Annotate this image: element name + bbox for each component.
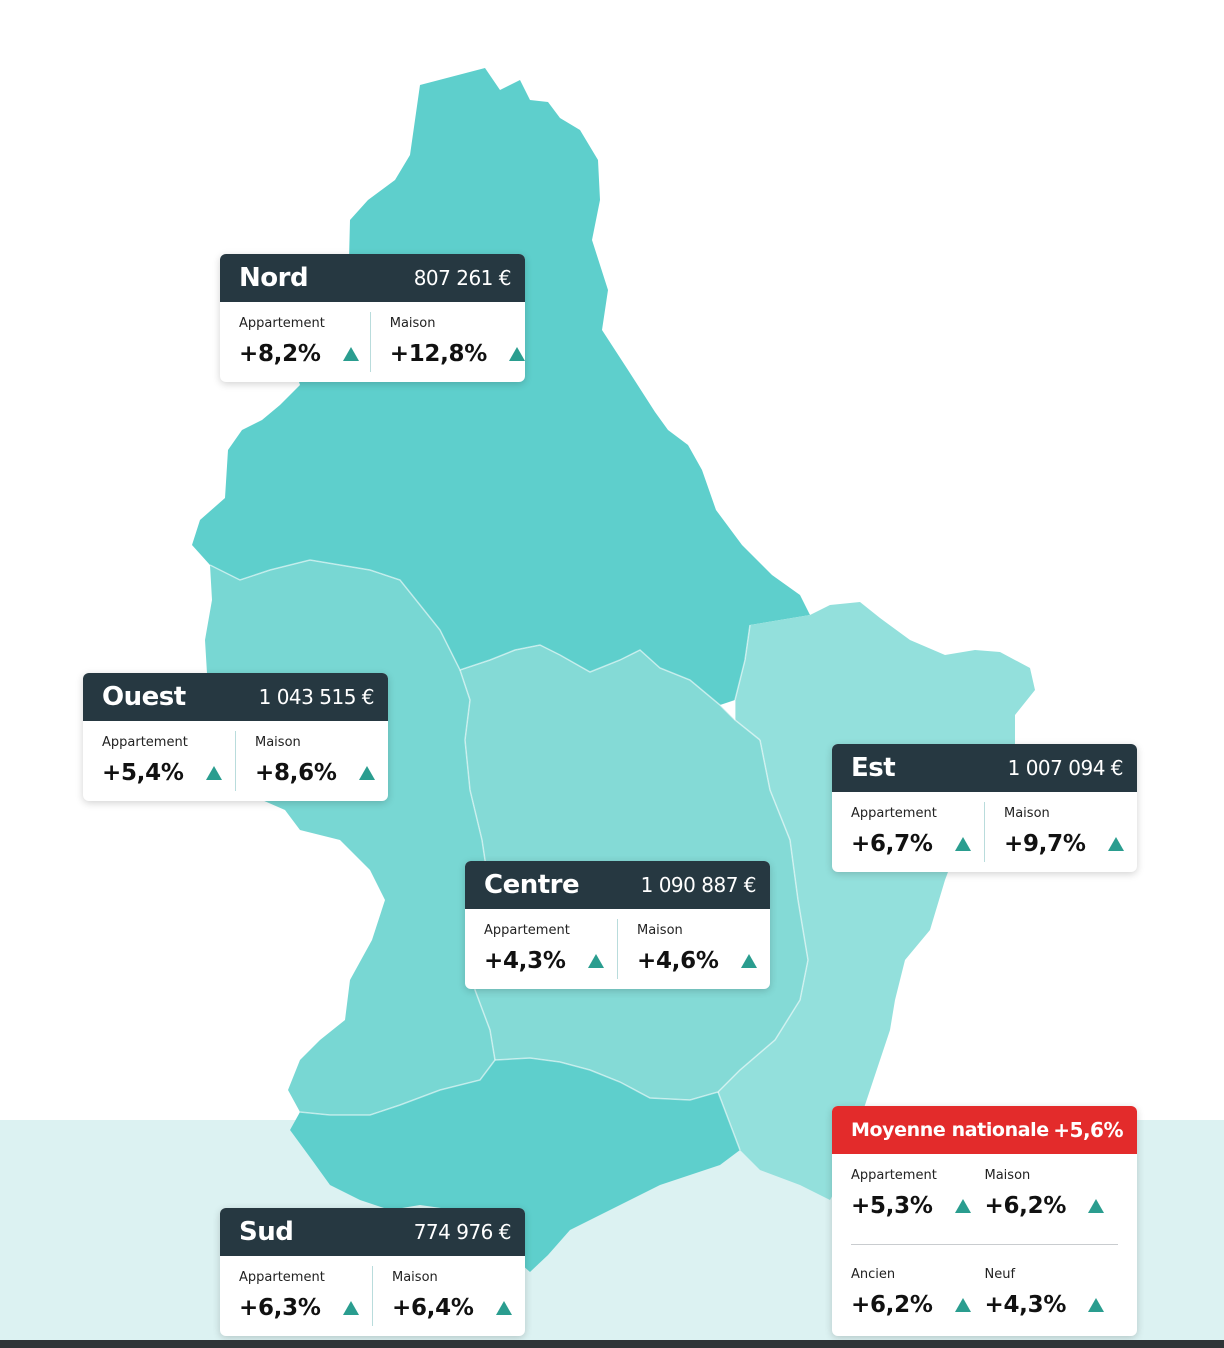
up-triangle-icon (587, 954, 604, 968)
maison-change: +8,6% (255, 760, 337, 786)
region-price: 1 007 094 € (1007, 756, 1124, 780)
maison-change: +12,8% (389, 341, 488, 367)
appartement-label: Appartement (239, 1270, 325, 1285)
up-triangle-icon (740, 954, 757, 968)
region-card-nord[interactable]: Nord 807 261 € Appartement +8,2% Maison … (220, 254, 525, 382)
maison-change: +6,4% (392, 1295, 474, 1321)
appartement-change: +5,4% (102, 760, 184, 786)
appartement-label: Appartement (851, 1168, 937, 1183)
up-triangle-icon (342, 347, 359, 361)
neuf-label: Neuf (984, 1267, 1016, 1282)
maison-label: Maison (389, 316, 436, 331)
maison-label: Maison (255, 735, 301, 750)
region-card-est[interactable]: Est 1 007 094 € Appartement +6,7% Maison… (832, 744, 1137, 872)
up-triangle-icon (1088, 1298, 1105, 1312)
appartement-change: +8,2% (239, 341, 321, 367)
region-name: Ouest (102, 682, 186, 712)
national-title: Moyenne nationale (851, 1119, 1049, 1141)
region-card-centre[interactable]: Centre 1 090 887 € Appartement +4,3% Mai… (465, 861, 770, 989)
appartement-change: +6,3% (239, 1295, 321, 1321)
up-triangle-icon (342, 1301, 359, 1315)
card-header: Moyenne nationale +5,6% (832, 1106, 1137, 1154)
up-triangle-icon (954, 1298, 971, 1312)
national-average-card[interactable]: Moyenne nationale +5,6% Appartement +5,3… (832, 1106, 1137, 1336)
appartement-label: Appartement (484, 923, 570, 938)
up-triangle-icon (954, 1199, 971, 1213)
appartement-label: Appartement (102, 735, 188, 750)
up-triangle-icon (495, 1301, 512, 1315)
up-triangle-icon (205, 766, 222, 780)
region-name: Sud (239, 1217, 294, 1247)
region-price: 774 976 € (413, 1220, 512, 1244)
appartement-label: Appartement (851, 806, 937, 821)
maison-label: Maison (637, 923, 683, 938)
up-triangle-icon (1107, 837, 1124, 851)
card-header: Est 1 007 094 € (832, 744, 1137, 792)
up-triangle-icon (358, 766, 375, 780)
region-price: 1 090 887 € (640, 873, 757, 897)
maison-change: +6,2% (984, 1193, 1067, 1219)
card-header: Sud 774 976 € (220, 1208, 525, 1256)
bottom-bar (0, 1340, 1224, 1348)
region-name: Nord (239, 263, 309, 293)
region-sud[interactable] (290, 1058, 740, 1272)
national-value: +5,6% (1053, 1118, 1123, 1142)
maison-label: Maison (984, 1168, 1031, 1183)
up-triangle-icon (509, 347, 525, 361)
region-name: Centre (484, 870, 580, 900)
maison-label: Maison (392, 1270, 438, 1285)
appartement-change: +4,3% (484, 948, 566, 974)
up-triangle-icon (1088, 1199, 1105, 1213)
ancien-label: Ancien (851, 1267, 896, 1282)
region-price: 1 043 515 € (258, 685, 375, 709)
region-name: Est (851, 753, 896, 783)
card-header: Nord 807 261 € (220, 254, 525, 302)
appartement-label: Appartement (239, 316, 325, 331)
appartement-change: +6,7% (851, 831, 933, 857)
card-header: Ouest 1 043 515 € (83, 673, 388, 721)
card-header: Centre 1 090 887 € (465, 861, 770, 909)
region-card-ouest[interactable]: Ouest 1 043 515 € Appartement +5,4% Mais… (83, 673, 388, 801)
ancien-change: +6,2% (851, 1292, 933, 1318)
neuf-change: +4,3% (984, 1292, 1067, 1318)
region-price: 807 261 € (413, 266, 512, 290)
up-triangle-icon (954, 837, 971, 851)
region-nord[interactable] (192, 68, 810, 705)
maison-change: +4,6% (637, 948, 719, 974)
region-card-sud[interactable]: Sud 774 976 € Appartement +6,3% Maison +… (220, 1208, 525, 1336)
divider (851, 1244, 1118, 1245)
appartement-change: +5,3% (851, 1193, 933, 1219)
maison-change: +9,7% (1004, 831, 1086, 857)
maison-label: Maison (1004, 806, 1050, 821)
